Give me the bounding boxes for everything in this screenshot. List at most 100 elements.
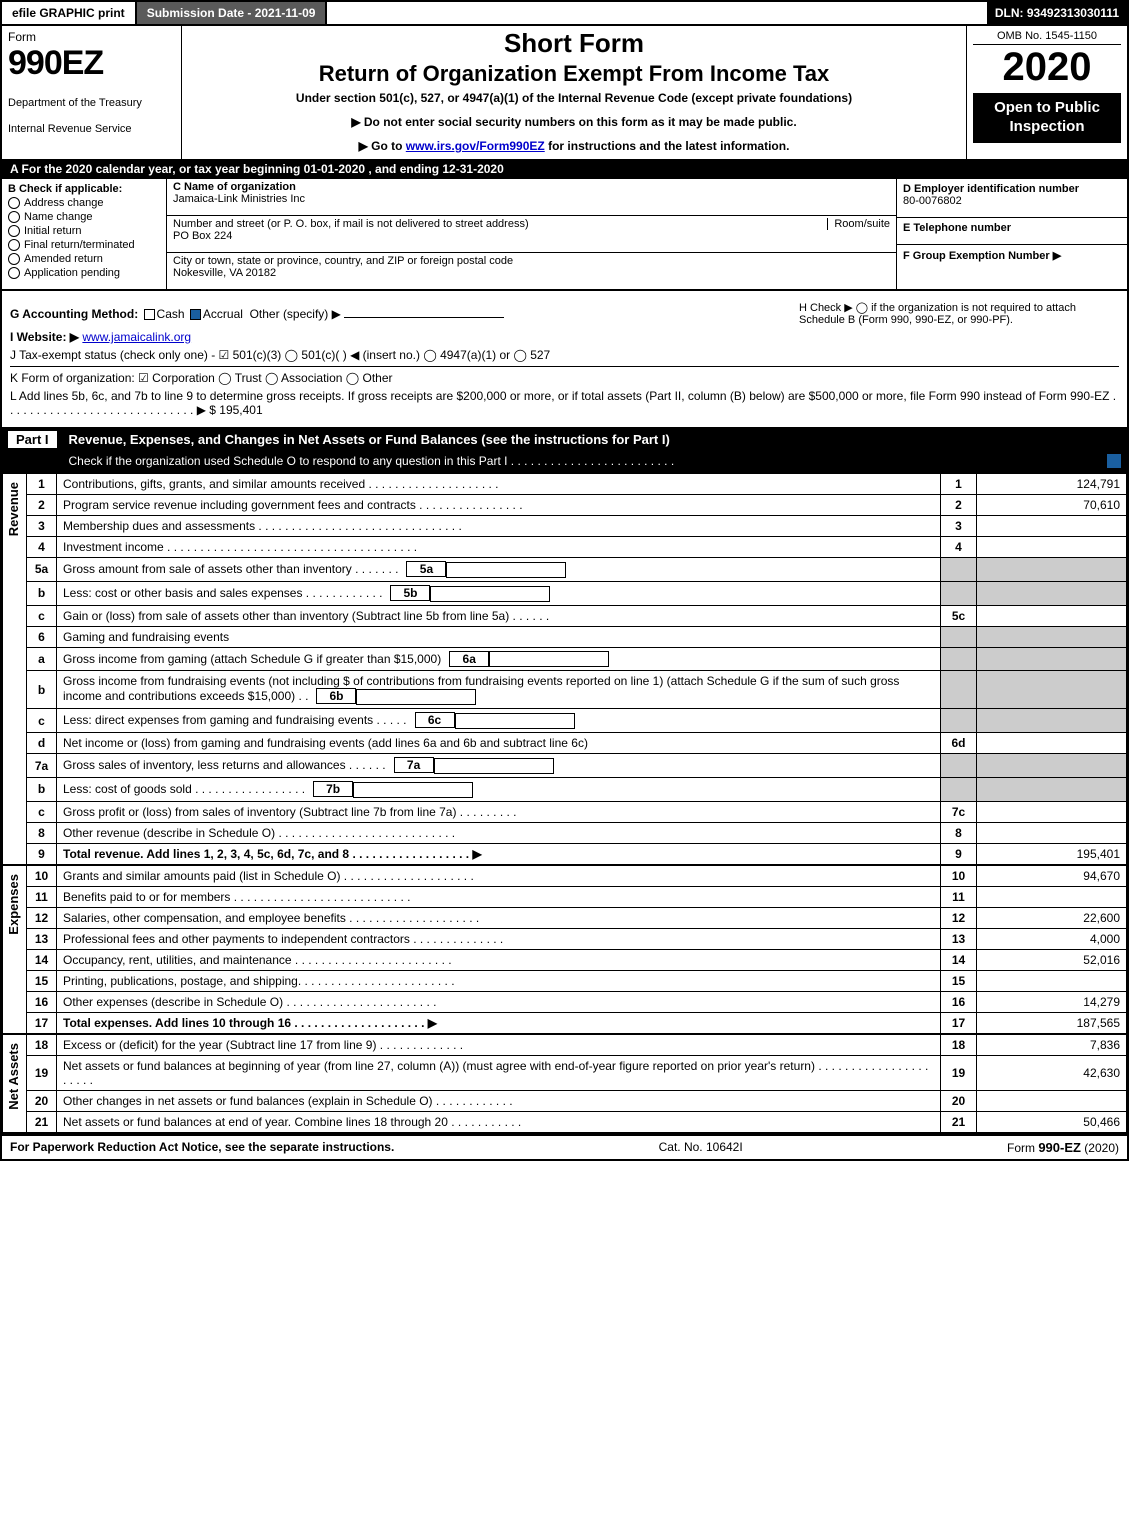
group-label: F Group Exemption Number ▶ <box>903 250 1061 262</box>
org-name-value: Jamaica-Link Ministries Inc <box>173 193 305 205</box>
table-row: 19Net assets or fund balances at beginni… <box>27 1055 1127 1090</box>
footer-left: For Paperwork Reduction Act Notice, see … <box>10 1140 394 1155</box>
table-row: 9Total revenue. Add lines 1, 2, 3, 4, 5c… <box>27 843 1127 864</box>
table-row: 4Investment income . . . . . . . . . . .… <box>27 537 1127 558</box>
table-row: 18Excess or (deficit) for the year (Subt… <box>27 1034 1127 1055</box>
table-row: 7aGross sales of inventory, less returns… <box>27 754 1127 778</box>
checkbox-icon[interactable] <box>144 309 155 320</box>
checkbox-checked-icon[interactable] <box>190 309 201 320</box>
topbar-spacer <box>327 2 986 24</box>
circle-icon <box>8 253 20 265</box>
part1-title: Revenue, Expenses, and Changes in Net As… <box>69 432 670 447</box>
short-form-title: Short Form <box>188 28 960 59</box>
section-b: B Check if applicable: Address change Na… <box>2 179 167 289</box>
street-value: PO Box 224 <box>173 230 232 242</box>
section-def: D Employer identification number 80-0076… <box>897 179 1127 289</box>
line-i: I Website: ▶ www.jamaicalink.org <box>10 330 1119 344</box>
table-row: 12Salaries, other compensation, and empl… <box>27 907 1127 928</box>
line-g: G Accounting Method: Cash Accrual Other … <box>10 307 504 321</box>
omb-number: OMB No. 1545-1150 <box>973 30 1121 45</box>
expenses-table: 10Grants and similar amounts paid (list … <box>26 865 1127 1034</box>
phone-label: E Telephone number <box>903 222 1011 234</box>
table-row: 21Net assets or fund balances at end of … <box>27 1111 1127 1132</box>
table-row: bLess: cost or other basis and sales exp… <box>27 581 1127 605</box>
table-row: dNet income or (loss) from gaming and fu… <box>27 733 1127 754</box>
submission-date-label: Submission Date - 2021-11-09 <box>137 2 328 24</box>
top-bar: efile GRAPHIC print Submission Date - 20… <box>0 0 1129 26</box>
other-specify-input[interactable] <box>344 317 504 318</box>
table-row: 2Program service revenue including gover… <box>27 495 1127 516</box>
city-label: City or town, state or province, country… <box>173 255 890 267</box>
table-row: cLess: direct expenses from gaming and f… <box>27 709 1127 733</box>
revenue-sidelabel: Revenue <box>2 473 26 865</box>
amount-input[interactable] <box>455 713 575 729</box>
chk-final-return[interactable]: Final return/terminated <box>8 239 160 251</box>
amount-input[interactable] <box>489 651 609 667</box>
checkbox-checked-icon[interactable] <box>1107 454 1121 468</box>
table-row: 10Grants and similar amounts paid (list … <box>27 865 1127 886</box>
org-info-grid: B Check if applicable: Address change Na… <box>0 179 1129 291</box>
page-footer: For Paperwork Reduction Act Notice, see … <box>0 1135 1129 1161</box>
goto-pre: ▶ Go to <box>359 139 406 153</box>
amount-input[interactable] <box>353 782 473 798</box>
circle-icon <box>8 267 20 279</box>
circle-icon <box>8 225 20 237</box>
table-row: 1Contributions, gifts, grants, and simil… <box>27 474 1127 495</box>
header-right: OMB No. 1545-1150 2020 Open to Public In… <box>967 26 1127 159</box>
under-section: Under section 501(c), 527, or 4947(a)(1)… <box>188 91 960 105</box>
table-row: 8Other revenue (describe in Schedule O) … <box>27 822 1127 843</box>
table-row: cGain or (loss) from sale of assets othe… <box>27 605 1127 626</box>
table-row: 3Membership dues and assessments . . . .… <box>27 516 1127 537</box>
amount-input[interactable] <box>356 689 476 705</box>
ssn-warning: ▶ Do not enter social security numbers o… <box>188 115 960 129</box>
irs-link[interactable]: www.irs.gov/Form990EZ <box>406 139 545 153</box>
dept-treasury: Department of the Treasury <box>8 97 175 109</box>
form-word: Form <box>8 30 175 44</box>
line-k: K Form of organization: ☑ Corporation ◯ … <box>10 366 1119 385</box>
part1-subheader: Part I Check if the organization used Sc… <box>0 452 1129 473</box>
revenue-table: 1Contributions, gifts, grants, and simil… <box>26 473 1127 865</box>
part1-subtitle: Check if the organization used Schedule … <box>69 454 675 468</box>
chk-address-change[interactable]: Address change <box>8 197 160 209</box>
goto-note: ▶ Go to www.irs.gov/Form990EZ for instru… <box>188 139 960 153</box>
section-b-title: B Check if applicable: <box>8 183 160 195</box>
line-j: J Tax-exempt status (check only one) - ☑… <box>10 348 1119 362</box>
netassets-section: Net Assets 18Excess or (deficit) for the… <box>0 1034 1129 1135</box>
table-row: 14Occupancy, rent, utilities, and mainte… <box>27 949 1127 970</box>
efile-print-label[interactable]: efile GRAPHIC print <box>2 2 137 24</box>
footer-center: Cat. No. 10642I <box>659 1140 743 1155</box>
ein-value: 80-0076802 <box>903 195 962 207</box>
table-row: 5aGross amount from sale of assets other… <box>27 558 1127 582</box>
goto-post: for instructions and the latest informat… <box>548 139 789 153</box>
org-name-label: C Name of organization <box>173 181 890 193</box>
form-header: Form 990EZ Department of the Treasury In… <box>0 26 1129 159</box>
chk-initial-return[interactable]: Initial return <box>8 225 160 237</box>
circle-icon <box>8 197 20 209</box>
dln-label: DLN: 93492313030111 <box>987 2 1127 24</box>
table-row: 6Gaming and fundraising events <box>27 626 1127 647</box>
row-gh: G Accounting Method: Cash Accrual Other … <box>10 301 1119 326</box>
return-title: Return of Organization Exempt From Incom… <box>188 61 960 87</box>
city-cell: City or town, state or province, country… <box>167 253 896 289</box>
header-left: Form 990EZ Department of the Treasury In… <box>2 26 182 159</box>
chk-name-change[interactable]: Name change <box>8 211 160 223</box>
website-link[interactable]: www.jamaicalink.org <box>82 330 191 344</box>
amount-input[interactable] <box>434 758 554 774</box>
table-row: cGross profit or (loss) from sales of in… <box>27 801 1127 822</box>
circle-icon <box>8 211 20 223</box>
city-value: Nokesville, VA 20182 <box>173 267 276 279</box>
amount-input[interactable] <box>446 562 566 578</box>
table-row: 16Other expenses (describe in Schedule O… <box>27 991 1127 1012</box>
amount-input[interactable] <box>430 586 550 602</box>
group-exempt-cell: F Group Exemption Number ▶ <box>897 245 1127 272</box>
chk-application-pending[interactable]: Application pending <box>8 267 160 279</box>
ein-label: D Employer identification number <box>903 183 1121 195</box>
section-ghijkl: G Accounting Method: Cash Accrual Other … <box>0 291 1129 427</box>
table-row: 11Benefits paid to or for members . . . … <box>27 886 1127 907</box>
table-row: 17Total expenses. Add lines 10 through 1… <box>27 1012 1127 1033</box>
table-row: bGross income from fundraising events (n… <box>27 671 1127 709</box>
netassets-sidelabel: Net Assets <box>2 1034 26 1133</box>
chk-amended-return[interactable]: Amended return <box>8 253 160 265</box>
expenses-section: Expenses 10Grants and similar amounts pa… <box>0 865 1129 1034</box>
table-row: 20Other changes in net assets or fund ba… <box>27 1090 1127 1111</box>
